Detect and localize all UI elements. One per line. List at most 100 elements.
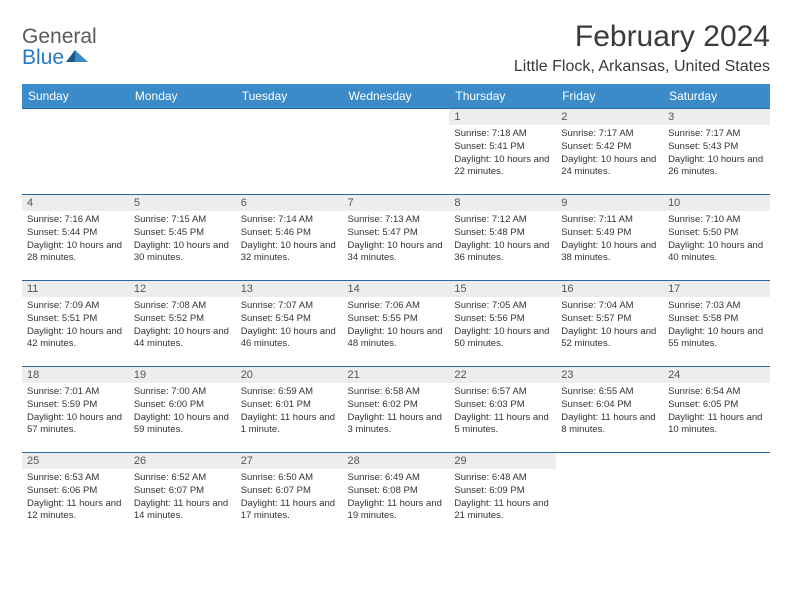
sunrise-text: Sunrise: 7:08 AM: [134, 300, 231, 313]
daylight-text: Daylight: 10 hours and 57 minutes.: [27, 412, 124, 438]
calendar-week-row: 11Sunrise: 7:09 AMSunset: 5:51 PMDayligh…: [22, 281, 770, 367]
calendar-cell: [663, 453, 770, 539]
calendar-cell: 2Sunrise: 7:17 AMSunset: 5:42 PMDaylight…: [556, 109, 663, 195]
sunrise-text: Sunrise: 6:50 AM: [241, 472, 338, 485]
day-number: 12: [129, 281, 236, 297]
weekday-header: Monday: [129, 84, 236, 109]
day-details: Sunrise: 7:15 AMSunset: 5:45 PMDaylight:…: [129, 211, 236, 269]
sunrise-text: Sunrise: 6:59 AM: [241, 386, 338, 399]
day-number: 5: [129, 195, 236, 211]
day-details: Sunrise: 7:00 AMSunset: 6:00 PMDaylight:…: [129, 383, 236, 441]
sunset-text: Sunset: 5:55 PM: [348, 313, 445, 326]
sunset-text: Sunset: 5:59 PM: [27, 399, 124, 412]
sunrise-text: Sunrise: 6:53 AM: [27, 472, 124, 485]
day-details: Sunrise: 6:50 AMSunset: 6:07 PMDaylight:…: [236, 469, 343, 527]
calendar-week-row: 25Sunrise: 6:53 AMSunset: 6:06 PMDayligh…: [22, 453, 770, 539]
calendar-cell: 18Sunrise: 7:01 AMSunset: 5:59 PMDayligh…: [22, 367, 129, 453]
day-details: Sunrise: 6:55 AMSunset: 6:04 PMDaylight:…: [556, 383, 663, 441]
daylight-text: Daylight: 10 hours and 59 minutes.: [134, 412, 231, 438]
daylight-text: Daylight: 11 hours and 8 minutes.: [561, 412, 658, 438]
sunrise-text: Sunrise: 6:52 AM: [134, 472, 231, 485]
sunrise-text: Sunrise: 7:01 AM: [27, 386, 124, 399]
sunrise-text: Sunrise: 7:13 AM: [348, 214, 445, 227]
calendar-cell: 9Sunrise: 7:11 AMSunset: 5:49 PMDaylight…: [556, 195, 663, 281]
day-number: 17: [663, 281, 770, 297]
day-details: Sunrise: 6:54 AMSunset: 6:05 PMDaylight:…: [663, 383, 770, 441]
day-details: Sunrise: 7:14 AMSunset: 5:46 PMDaylight:…: [236, 211, 343, 269]
calendar-cell: 25Sunrise: 6:53 AMSunset: 6:06 PMDayligh…: [22, 453, 129, 539]
sunset-text: Sunset: 5:46 PM: [241, 227, 338, 240]
sunset-text: Sunset: 6:09 PM: [454, 485, 551, 498]
sunset-text: Sunset: 6:00 PM: [134, 399, 231, 412]
calendar-week-row: 18Sunrise: 7:01 AMSunset: 5:59 PMDayligh…: [22, 367, 770, 453]
day-number: 27: [236, 453, 343, 469]
daylight-text: Daylight: 10 hours and 34 minutes.: [348, 240, 445, 266]
daylight-text: Daylight: 11 hours and 12 minutes.: [27, 498, 124, 524]
sunrise-text: Sunrise: 6:55 AM: [561, 386, 658, 399]
sunset-text: Sunset: 5:49 PM: [561, 227, 658, 240]
daylight-text: Daylight: 10 hours and 50 minutes.: [454, 326, 551, 352]
day-number: 11: [22, 281, 129, 297]
sunset-text: Sunset: 5:42 PM: [561, 141, 658, 154]
day-number: 14: [343, 281, 450, 297]
day-number: 20: [236, 367, 343, 383]
daylight-text: Daylight: 10 hours and 42 minutes.: [27, 326, 124, 352]
calendar-cell: 11Sunrise: 7:09 AMSunset: 5:51 PMDayligh…: [22, 281, 129, 367]
day-details: Sunrise: 6:49 AMSunset: 6:08 PMDaylight:…: [343, 469, 450, 527]
daylight-text: Daylight: 11 hours and 21 minutes.: [454, 498, 551, 524]
sunrise-text: Sunrise: 7:11 AM: [561, 214, 658, 227]
calendar-cell: 10Sunrise: 7:10 AMSunset: 5:50 PMDayligh…: [663, 195, 770, 281]
day-number: 29: [449, 453, 556, 469]
calendar-cell: 17Sunrise: 7:03 AMSunset: 5:58 PMDayligh…: [663, 281, 770, 367]
day-number: 23: [556, 367, 663, 383]
sunrise-text: Sunrise: 6:57 AM: [454, 386, 551, 399]
sunset-text: Sunset: 6:08 PM: [348, 485, 445, 498]
sunrise-text: Sunrise: 7:12 AM: [454, 214, 551, 227]
sunset-text: Sunset: 5:43 PM: [668, 141, 765, 154]
day-number: 13: [236, 281, 343, 297]
day-number: 7: [343, 195, 450, 211]
day-details: Sunrise: 6:48 AMSunset: 6:09 PMDaylight:…: [449, 469, 556, 527]
weekday-header-row: Sunday Monday Tuesday Wednesday Thursday…: [22, 84, 770, 109]
weekday-header: Sunday: [22, 84, 129, 109]
calendar-cell: 26Sunrise: 6:52 AMSunset: 6:07 PMDayligh…: [129, 453, 236, 539]
calendar-cell: 6Sunrise: 7:14 AMSunset: 5:46 PMDaylight…: [236, 195, 343, 281]
calendar-cell: 28Sunrise: 6:49 AMSunset: 6:08 PMDayligh…: [343, 453, 450, 539]
sunrise-text: Sunrise: 7:06 AM: [348, 300, 445, 313]
day-number: 10: [663, 195, 770, 211]
calendar-cell: 24Sunrise: 6:54 AMSunset: 6:05 PMDayligh…: [663, 367, 770, 453]
sunrise-text: Sunrise: 7:18 AM: [454, 128, 551, 141]
sunrise-text: Sunrise: 7:17 AM: [668, 128, 765, 141]
sunrise-text: Sunrise: 7:14 AM: [241, 214, 338, 227]
calendar-cell: 19Sunrise: 7:00 AMSunset: 6:00 PMDayligh…: [129, 367, 236, 453]
day-number: 4: [22, 195, 129, 211]
daylight-text: Daylight: 10 hours and 22 minutes.: [454, 154, 551, 180]
daylight-text: Daylight: 10 hours and 32 minutes.: [241, 240, 338, 266]
calendar-cell: 1Sunrise: 7:18 AMSunset: 5:41 PMDaylight…: [449, 109, 556, 195]
daylight-text: Daylight: 11 hours and 3 minutes.: [348, 412, 445, 438]
sunset-text: Sunset: 5:56 PM: [454, 313, 551, 326]
day-details: Sunrise: 7:18 AMSunset: 5:41 PMDaylight:…: [449, 125, 556, 183]
weekday-header: Wednesday: [343, 84, 450, 109]
calendar-week-row: 4Sunrise: 7:16 AMSunset: 5:44 PMDaylight…: [22, 195, 770, 281]
sunrise-text: Sunrise: 6:58 AM: [348, 386, 445, 399]
day-details: Sunrise: 7:17 AMSunset: 5:43 PMDaylight:…: [663, 125, 770, 183]
day-number: 9: [556, 195, 663, 211]
daylight-text: Daylight: 10 hours and 38 minutes.: [561, 240, 658, 266]
sunset-text: Sunset: 5:45 PM: [134, 227, 231, 240]
calendar-cell: 13Sunrise: 7:07 AMSunset: 5:54 PMDayligh…: [236, 281, 343, 367]
day-details: Sunrise: 7:11 AMSunset: 5:49 PMDaylight:…: [556, 211, 663, 269]
daylight-text: Daylight: 10 hours and 28 minutes.: [27, 240, 124, 266]
header: General Blue February 2024 Little Flock,…: [22, 20, 770, 76]
brand-part2: Blue: [22, 47, 64, 68]
sunset-text: Sunset: 6:02 PM: [348, 399, 445, 412]
sunrise-text: Sunrise: 6:54 AM: [668, 386, 765, 399]
day-details: Sunrise: 7:06 AMSunset: 5:55 PMDaylight:…: [343, 297, 450, 355]
day-number: 16: [556, 281, 663, 297]
daylight-text: Daylight: 10 hours and 48 minutes.: [348, 326, 445, 352]
calendar-cell: 23Sunrise: 6:55 AMSunset: 6:04 PMDayligh…: [556, 367, 663, 453]
sunrise-text: Sunrise: 7:10 AM: [668, 214, 765, 227]
day-number: 28: [343, 453, 450, 469]
sunrise-text: Sunrise: 6:49 AM: [348, 472, 445, 485]
calendar-cell: 21Sunrise: 6:58 AMSunset: 6:02 PMDayligh…: [343, 367, 450, 453]
